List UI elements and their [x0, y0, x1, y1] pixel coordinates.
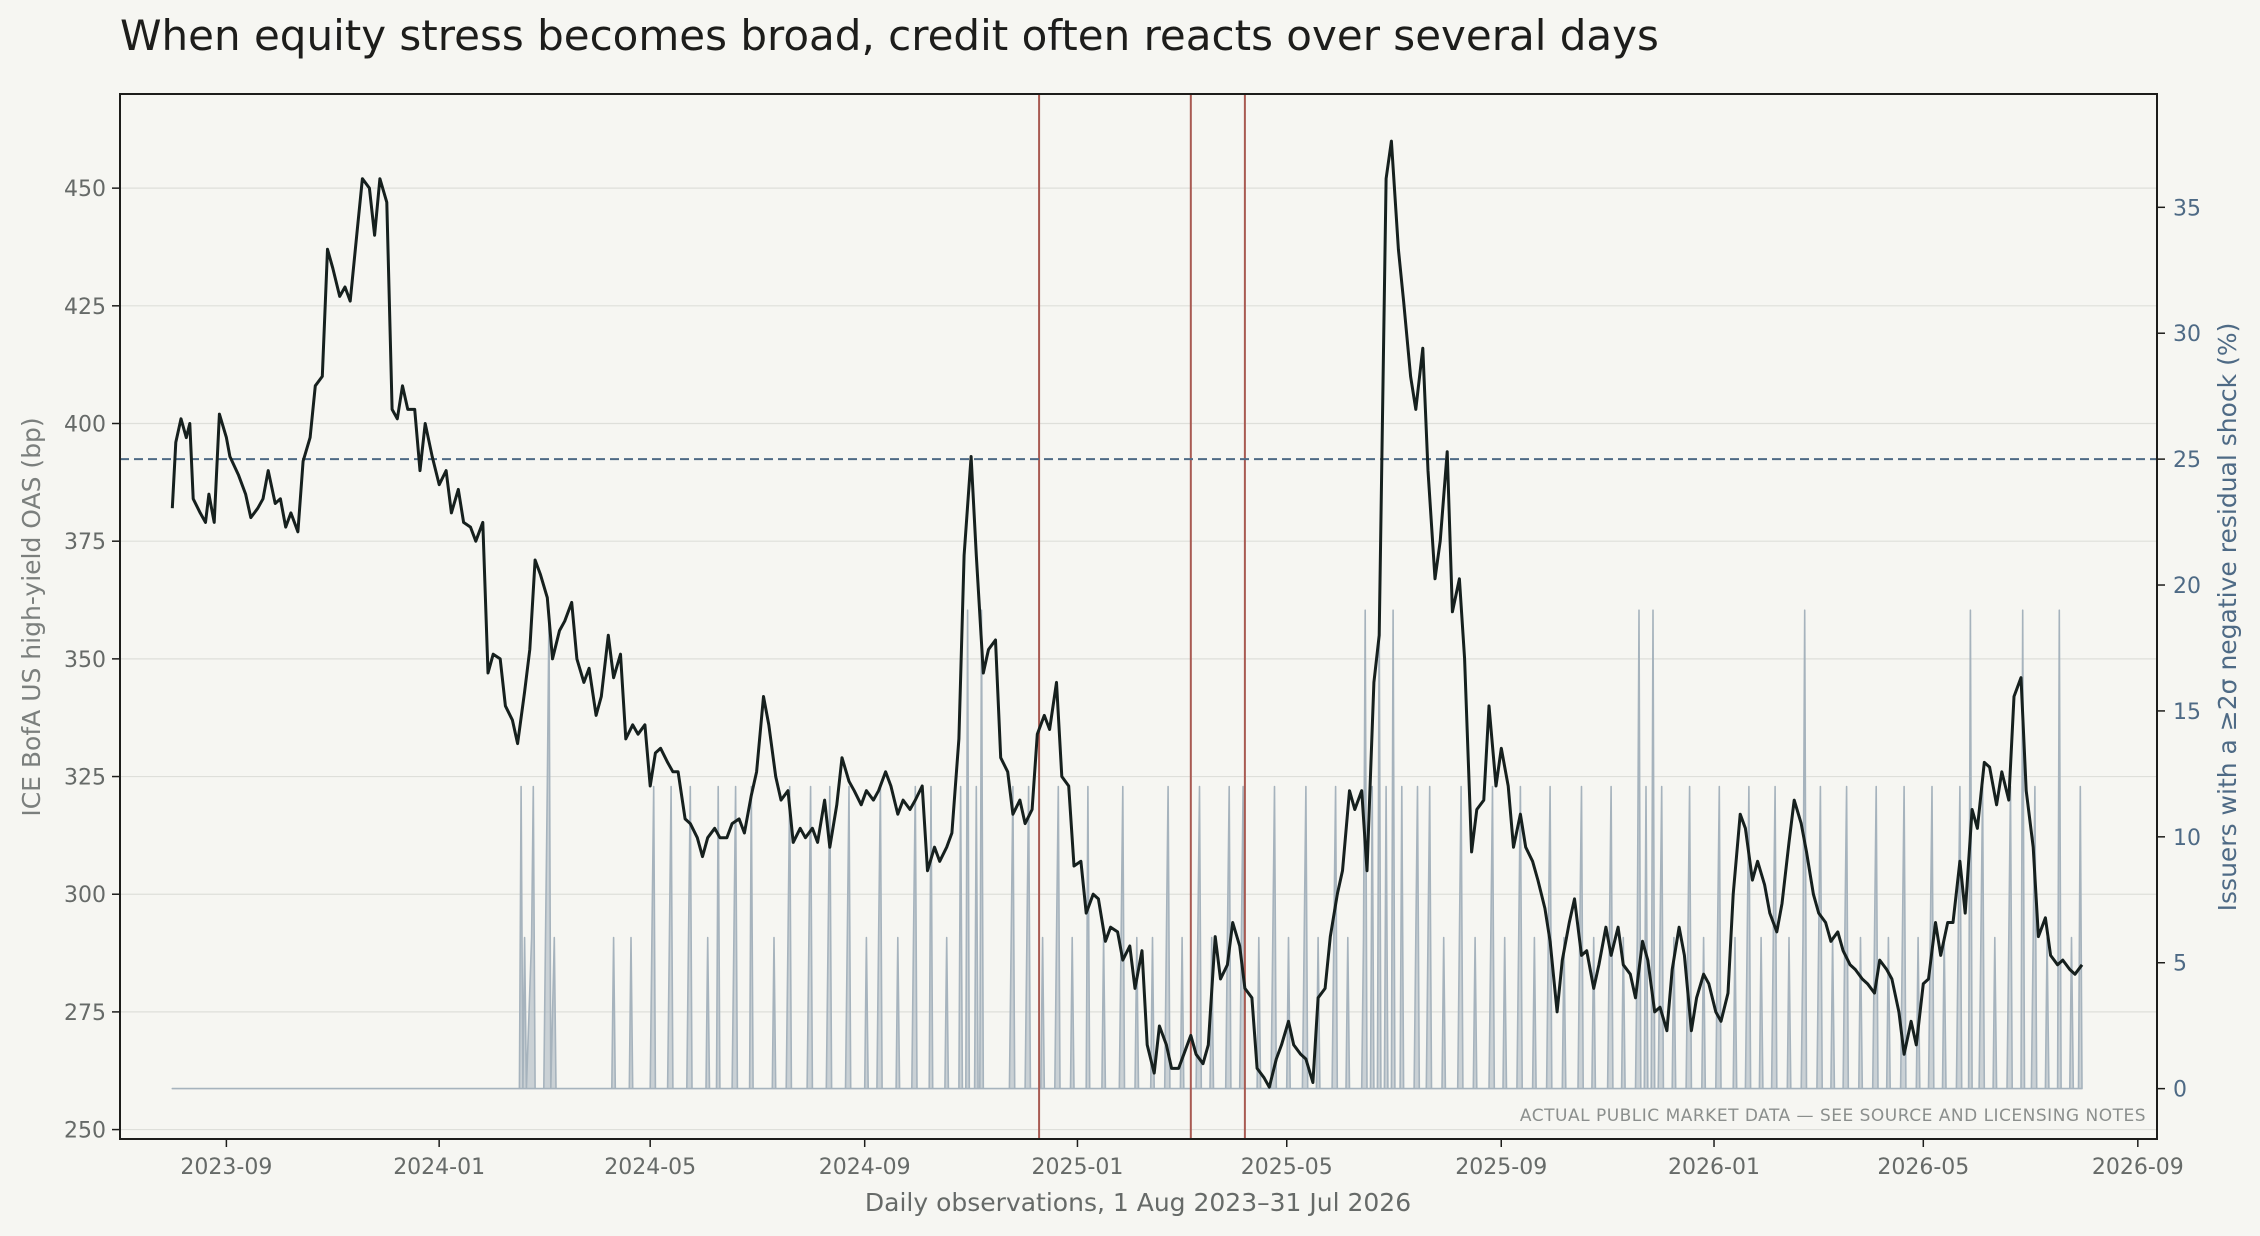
right-axis: 0 5 10 15 20 25 30 35 [2157, 196, 2201, 1103]
left-tick-label-450: 450 [64, 177, 106, 202]
left-tick-label-275: 275 [64, 1001, 106, 1026]
right-tick-label-35: 35 [2173, 196, 2201, 221]
x-tick-label-2024-09: 2024-09 [819, 1155, 911, 1180]
oas-line [170, 139, 2084, 1089]
plot-frame [119, 93, 2158, 1140]
right-tick-label-15: 15 [2173, 700, 2201, 725]
right-axis-label: Issuers with a ≥2σ negative residual sho… [2213, 323, 2242, 912]
breadth-area [171, 609, 2083, 1090]
oas-series [170, 139, 2084, 1089]
x-tick-label-2024-05: 2024-05 [604, 1155, 696, 1180]
left-tick-label-325: 325 [64, 766, 106, 791]
chart-title: When equity stress becomes broad, credit… [120, 11, 1659, 60]
x-tick-label-2026-09: 2026-09 [2092, 1155, 2184, 1180]
x-axis-label: Daily observations, 1 Aug 2023–31 Jul 20… [865, 1188, 1411, 1217]
left-tick-label-300: 300 [64, 883, 106, 908]
right-tick-label-5: 5 [2173, 952, 2187, 977]
right-tick-label-25: 25 [2173, 448, 2201, 473]
x-tick-label-2025-09: 2025-09 [1455, 1155, 1547, 1180]
right-tick-label-20: 20 [2173, 574, 2201, 599]
gridlines [120, 187, 2157, 1131]
left-axis: 250 275 300 325 350 375 400 425 450 [64, 177, 120, 1144]
x-tick-label-2025-05: 2025-05 [1241, 1155, 1333, 1180]
left-tick-label-350: 350 [64, 648, 106, 673]
x-tick-label-2024-01: 2024-01 [393, 1155, 485, 1180]
data-source-note: ACTUAL PUBLIC MARKET DATA — SEE SOURCE A… [1520, 1106, 2146, 1126]
breadth-series [171, 609, 2083, 1090]
left-tick-label-250: 250 [64, 1119, 106, 1144]
left-tick-label-375: 375 [64, 530, 106, 555]
x-tick-label-2023-09: 2023-09 [180, 1155, 272, 1180]
x-tick-label-2025-01: 2025-01 [1031, 1155, 1123, 1180]
left-tick-label-400: 400 [64, 413, 106, 438]
x-tick-label-2026-01: 2026-01 [1668, 1155, 1760, 1180]
right-tick-label-0: 0 [2173, 1078, 2187, 1103]
left-tick-label-425: 425 [64, 295, 106, 320]
right-tick-label-30: 30 [2173, 322, 2201, 347]
right-tick-label-10: 10 [2173, 826, 2201, 851]
x-axis: 2023-09 2024-01 2024-05 2024-09 2025-01 2025-… [180, 1139, 2184, 1180]
event-lines [1038, 94, 1246, 1139]
x-tick-label-2026-05: 2026-05 [1877, 1155, 1969, 1180]
left-axis-label: ICE BofA US high-yield OAS (bp) [17, 417, 46, 816]
